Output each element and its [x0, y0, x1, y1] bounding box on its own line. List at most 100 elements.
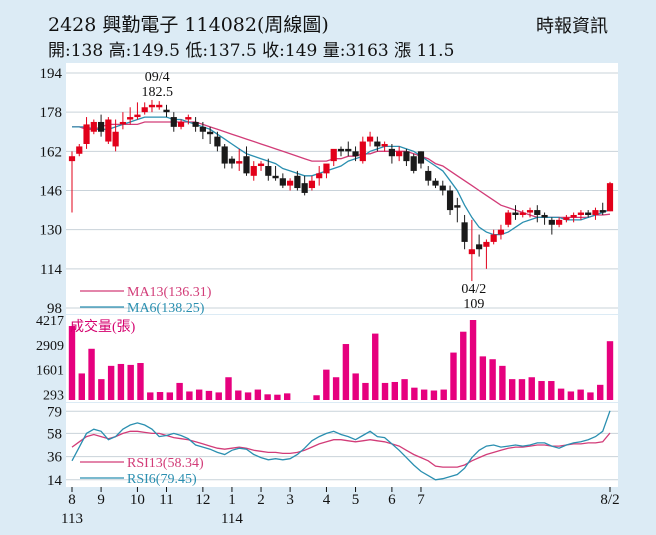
ma13-line [72, 121, 611, 219]
candle-body [156, 104, 163, 108]
candle-body [366, 136, 374, 142]
volume-bar [391, 381, 398, 400]
candle-body [410, 156, 417, 171]
candle [207, 126, 214, 144]
candle [374, 136, 381, 152]
candle-body [374, 141, 381, 147]
volume-bar [88, 348, 95, 400]
volume-bar [372, 333, 379, 400]
candle [563, 214, 570, 223]
price-tick-label: 130 [40, 223, 63, 239]
x-tick-label: 7 [417, 492, 425, 508]
volume-bar [225, 377, 232, 400]
candle [185, 114, 192, 125]
candle [490, 229, 497, 245]
candle-body [105, 119, 112, 142]
candle [279, 173, 286, 189]
volume-bar [166, 392, 174, 400]
candle-body [148, 104, 156, 108]
candle-body [461, 222, 468, 242]
candle-body [512, 212, 519, 215]
candle-body [563, 217, 570, 220]
volume-bar [606, 341, 614, 400]
annotation-low-value: 109 [463, 297, 484, 312]
candle-body [177, 121, 185, 127]
candle [228, 156, 236, 169]
rsi-tick-label: 36 [47, 450, 63, 466]
candle [236, 148, 243, 171]
candle [90, 119, 97, 135]
x-year-label: 113 [61, 511, 83, 527]
rsi-tick-label: 79 [47, 404, 62, 420]
x-tick-label: 12 [195, 492, 210, 508]
volume-bar [147, 392, 154, 400]
volume-bar [244, 392, 252, 400]
candle-body [454, 205, 461, 208]
ma6-line [72, 116, 611, 236]
candle-body [585, 212, 592, 215]
volume-bar [78, 373, 85, 400]
volume-bar [489, 359, 496, 400]
candle-body [127, 117, 134, 120]
price-tick-label: 146 [40, 184, 63, 200]
x-tick-label: 6 [388, 492, 396, 508]
candle-body [221, 146, 228, 164]
volume-bar [313, 395, 320, 400]
candle-body [505, 212, 512, 225]
volume-bar [499, 365, 506, 400]
candle-body [476, 244, 483, 250]
candle [599, 202, 606, 215]
candle [112, 119, 119, 152]
candle [425, 166, 432, 186]
candle-body [279, 178, 286, 186]
candle-body [606, 183, 614, 212]
volume-bar [420, 389, 428, 400]
x-tick-label: 8 [68, 492, 76, 508]
candle-body [534, 210, 541, 215]
candle-body [359, 141, 366, 162]
candle-body [396, 151, 403, 157]
candle-body [570, 214, 577, 218]
candle [192, 117, 199, 132]
candle-body [439, 185, 446, 191]
candle-body [287, 180, 294, 186]
candle [105, 117, 112, 144]
candle-body [199, 126, 206, 132]
candle-body [83, 124, 90, 144]
volume-bar [450, 352, 457, 400]
candle [163, 104, 170, 118]
candle-body [112, 131, 119, 147]
candle-body [119, 121, 126, 125]
candle [519, 210, 526, 218]
candle-body [228, 158, 236, 164]
candle-body [301, 183, 308, 193]
candle [134, 102, 141, 120]
candle-body [214, 136, 221, 147]
volume-bar [587, 392, 594, 400]
annotation-low-date: 04/2 [461, 282, 486, 297]
candle [323, 163, 330, 179]
candle [352, 146, 359, 162]
volume-bar [411, 387, 418, 400]
candle-body [577, 212, 585, 215]
candle [592, 207, 599, 220]
candle-body [345, 148, 352, 152]
candle [381, 141, 388, 152]
volume-bar [137, 363, 144, 400]
rsi6-legend-label: RSI6(79.45) [127, 472, 197, 487]
volume-bar [401, 379, 408, 400]
candle-body [592, 210, 599, 215]
volume-bar [528, 377, 535, 400]
volume-bar [597, 384, 604, 400]
candle [119, 112, 126, 130]
rsi13-legend-label: RSI13(58.34) [127, 456, 204, 471]
candle-body [468, 249, 475, 255]
candle [294, 170, 301, 191]
volume-bar [440, 389, 447, 400]
candle [301, 175, 308, 196]
price-tick-label: 162 [40, 144, 63, 160]
candle [432, 178, 439, 189]
volume-bar [460, 331, 467, 400]
volume-bar [68, 326, 76, 400]
candle-body [323, 163, 330, 174]
